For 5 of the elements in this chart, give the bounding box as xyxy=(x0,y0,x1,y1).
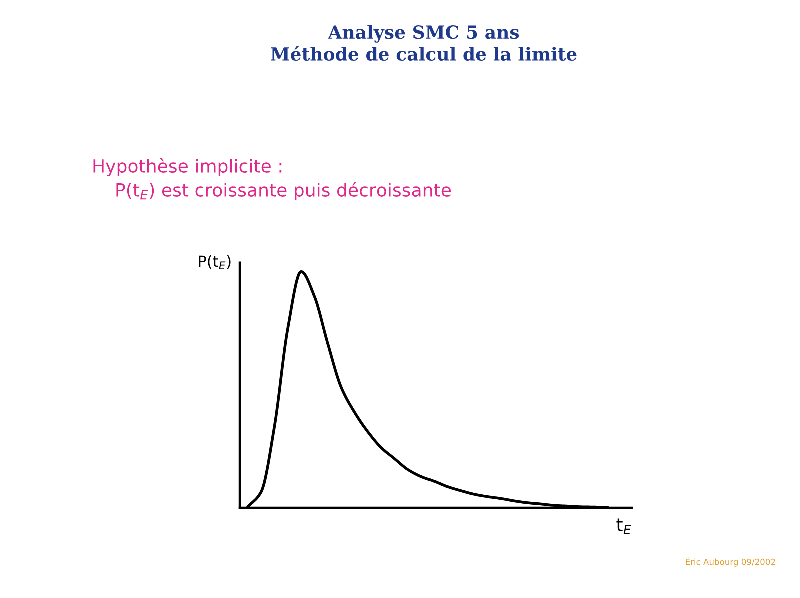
text: Éric Aubourg 09/2002 xyxy=(686,557,776,567)
y-axis-title: P(t$_{E}$) xyxy=(199,255,231,270)
x-axis-title: t$_{E}$ xyxy=(616,518,632,534)
chart-title: Analyse SMC 5 ans Méthode de calcul de la limite xyxy=(271,25,577,62)
chart-subtitle: Hypothèse implicite : P(t$_{E}$) est croissante puis décroissante xyxy=(94,158,451,200)
